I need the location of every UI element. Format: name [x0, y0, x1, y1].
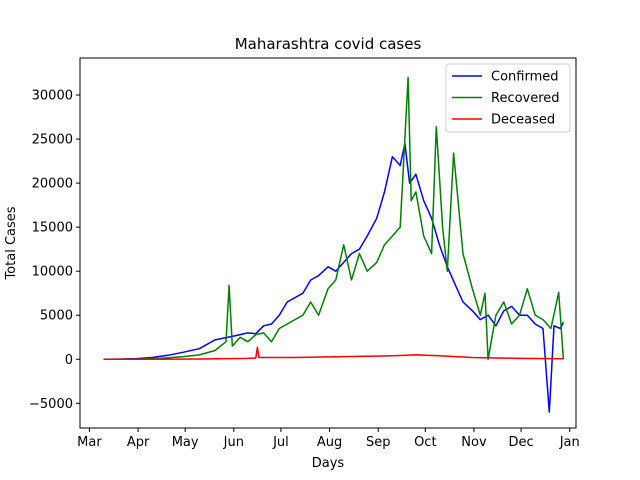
x-tick-label: Sep [366, 435, 391, 450]
series-layer [103, 76, 565, 413]
y-tick-label: 25000 [32, 133, 73, 148]
x-tick-label: Jul [272, 435, 289, 450]
y-tick-label: 10000 [32, 265, 73, 280]
y-axis-label: Total Cases [4, 206, 19, 280]
y-tick-label: 0 [65, 353, 73, 368]
y-tick-label: 5000 [40, 309, 73, 324]
y-tick-label: 30000 [32, 89, 73, 104]
x-axis: Mar Apr May Jun Jul Aug Sep Oct Nov Dec Jan [77, 428, 580, 450]
chart-title: Maharashtra covid cases [235, 35, 422, 53]
x-tick-label: Oct [414, 435, 436, 450]
legend-box [445, 63, 571, 133]
x-tick-label: Jan [559, 435, 580, 450]
y-axis: −5000 0 5000 10000 15000 20000 25000 30000 [29, 89, 80, 412]
legend: Confirmed Recovered Deceased [445, 63, 571, 133]
x-tick-label: Dec [508, 435, 533, 450]
legend-label-deceased: Deceased [491, 113, 555, 128]
y-tick-label: −5000 [29, 397, 73, 412]
legend-label-recovered: Recovered [491, 91, 560, 106]
series-line-recovered [103, 76, 565, 361]
x-tick-label: May [172, 435, 199, 450]
x-tick-label: Apr [127, 435, 150, 450]
x-tick-label: Nov [461, 435, 487, 450]
x-axis-label: Days [312, 456, 345, 471]
y-tick-label: 20000 [32, 177, 73, 192]
x-tick-label: Aug [317, 435, 342, 450]
axes-frame [79, 57, 577, 429]
x-tick-label: Jun [223, 435, 244, 450]
legend-label-confirmed: Confirmed [491, 70, 559, 85]
series-line-deceased [103, 346, 564, 361]
x-tick-label: Mar [77, 435, 102, 450]
y-tick-label: 15000 [32, 221, 73, 236]
